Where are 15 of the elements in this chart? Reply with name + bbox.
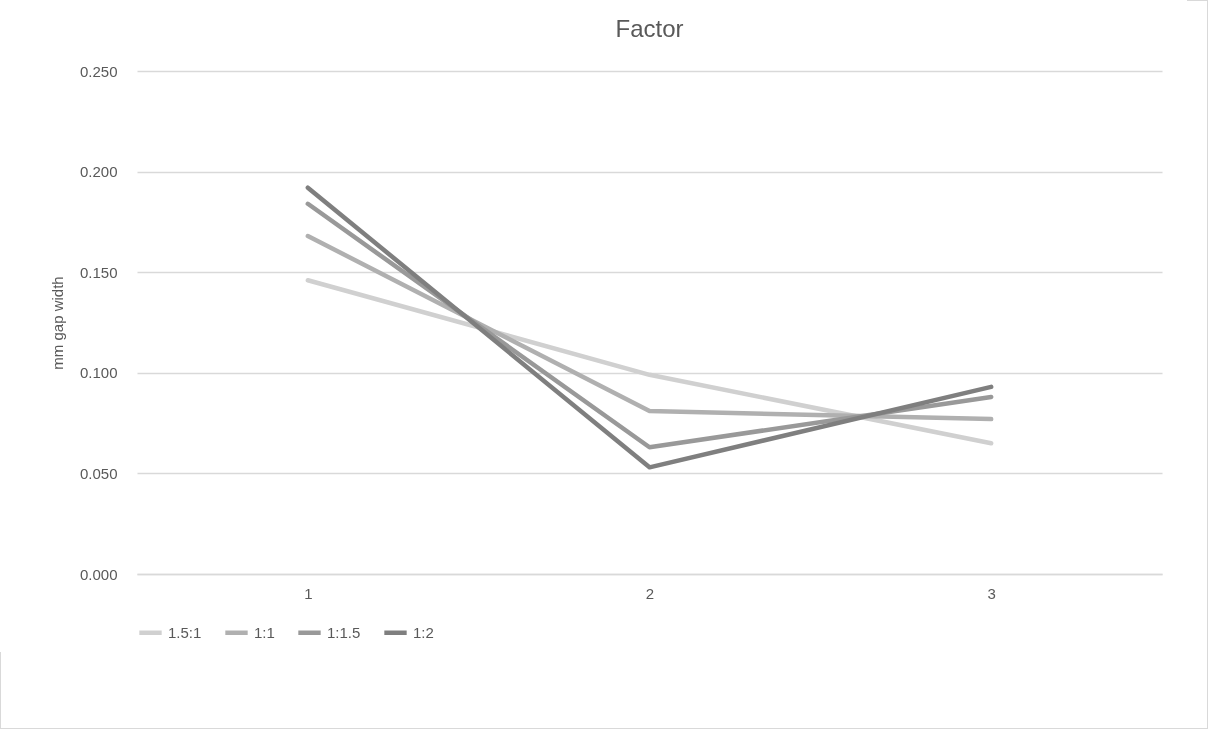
x-tick-label: 3	[987, 584, 996, 602]
y-axis-title: mm gap width	[48, 276, 66, 370]
legend-label: 1:1.5	[327, 623, 361, 641]
legend-label: 1.5:1	[168, 623, 202, 641]
legend-label: 1:1	[254, 623, 275, 641]
chart-title: Factor	[615, 15, 684, 42]
x-tick-label: 1	[304, 584, 313, 602]
legend-label: 1:2	[413, 623, 434, 641]
x-tick-label: 2	[645, 584, 655, 602]
y-tick-label: 0.100	[79, 364, 118, 382]
y-tick-label: 0.000	[79, 565, 118, 583]
y-tick-label: 0.150	[79, 263, 118, 281]
y-tick-label: 0.200	[79, 163, 118, 181]
y-tick-label: 0.250	[79, 62, 118, 80]
y-tick-label: 0.050	[79, 464, 118, 482]
